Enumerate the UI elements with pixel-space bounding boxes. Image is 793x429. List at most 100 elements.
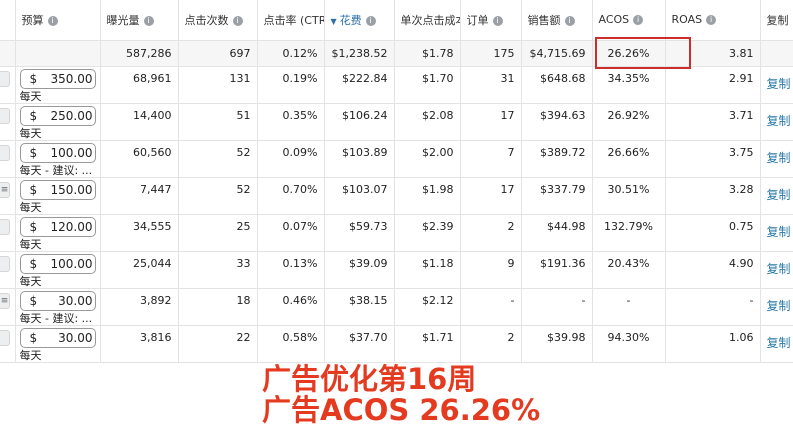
cell-spend: $103.89 (324, 140, 395, 178)
cell-cpc: $2.12 (394, 288, 461, 326)
budget-note: 每天 (19, 89, 42, 103)
budget-note: 每天 (19, 126, 42, 140)
cell-ctr: 0.35% (257, 103, 325, 141)
header-clicks[interactable]: 点击次数 i (178, 0, 258, 41)
cell-cpc: $1.71 (394, 325, 461, 363)
budget-input[interactable]: $120.00 (19, 216, 96, 237)
menu-icon[interactable]: ≡ (0, 181, 10, 198)
header-row: 预算 i 曝光量 i 点击次数 i 点击率 (CTR ▼ 花费 i 单次点击成本 订单 i … (0, 0, 793, 41)
header-spend[interactable]: ▼ 花费 i (324, 0, 395, 41)
table-row: ≡ $30.00 每天 - 建议: ... 3,892 18 0.46% $38.15 $2.… (0, 288, 793, 326)
cell-orders: 31 (460, 66, 522, 104)
campaign-table: 预算 i 曝光量 i 点击次数 i 点击率 (CTR ▼ 花费 i 单次点击成本 订单 i … (0, 0, 793, 363)
total-cpc: $1.78 (394, 40, 461, 67)
row-toggle-button[interactable] (0, 218, 10, 235)
total-sales: $4,715.69 (521, 40, 593, 67)
copy-link[interactable]: 复制 (766, 298, 791, 313)
info-icon[interactable]: i (633, 15, 644, 26)
cell-acos: 34.35% (592, 66, 666, 104)
header-sales[interactable]: 销售额 i (521, 0, 593, 41)
cell-spend: $38.15 (324, 288, 395, 326)
currency-symbol: $ (29, 71, 38, 86)
cell-cpc: $2.00 (394, 140, 461, 178)
currency-symbol: $ (29, 145, 38, 160)
cell-impressions: 25,044 (100, 251, 179, 289)
copy-link[interactable]: 复制 (766, 261, 791, 276)
budget-input[interactable]: $100.00 (19, 253, 96, 274)
copy-link[interactable]: 复制 (766, 187, 791, 202)
cell-ctr: 0.07% (257, 214, 325, 252)
info-icon[interactable]: i (47, 15, 58, 26)
cell-cpc: $2.39 (394, 214, 461, 252)
info-icon[interactable]: i (492, 15, 503, 26)
cell-impressions: 60,560 (100, 140, 179, 178)
total-clicks: 697 (178, 40, 258, 67)
header-ctr[interactable]: 点击率 (CTR (257, 0, 325, 41)
copy-link[interactable]: 复制 (766, 113, 791, 128)
row-toggle-button[interactable] (0, 144, 10, 161)
header-cpc[interactable]: 单次点击成本 (394, 0, 461, 41)
budget-input[interactable]: $30.00 (19, 290, 96, 311)
cell-sales: $648.68 (521, 66, 593, 104)
table-row: $350.00 每天 68,961 131 0.19% $222.84 $1.70 31 $64… (0, 66, 793, 104)
header-budget[interactable]: 预算 i (15, 0, 101, 41)
header-copy: 复制 (760, 0, 793, 41)
totals-row: 587,286 697 0.12% $1,238.52 $1.78 175 $4… (0, 40, 793, 67)
row-toggle-button[interactable] (0, 107, 10, 124)
cell-sales: $39.98 (521, 325, 593, 363)
cell-acos: - (592, 288, 666, 326)
row-toggle-button[interactable] (0, 329, 10, 346)
copy-link[interactable]: 复制 (766, 224, 791, 239)
cell-cpc: $2.08 (394, 103, 461, 141)
budget-input[interactable]: $250.00 (19, 105, 96, 126)
info-icon[interactable]: i (365, 15, 376, 26)
overlay-line-2: 广告ACOS 26.26% (262, 393, 541, 427)
cell-sales: $337.79 (521, 177, 593, 215)
budget-input[interactable]: $350.00 (19, 68, 96, 89)
cell-spend: $59.73 (324, 214, 395, 252)
copy-link[interactable]: 复制 (766, 150, 791, 165)
cell-ctr: 0.19% (257, 66, 325, 104)
cell-orders: - (460, 288, 522, 326)
budget-input[interactable]: $30.00 (19, 327, 96, 348)
overlay-line-1: 广告优化第16周 (262, 362, 477, 396)
cell-roas: 2.91 (665, 66, 761, 104)
menu-icon[interactable]: ≡ (0, 292, 10, 309)
cell-impressions: 14,400 (100, 103, 179, 141)
header-orders[interactable]: 订单 i (460, 0, 522, 41)
cell-impressions: 3,816 (100, 325, 179, 363)
cell-roas: 3.75 (665, 140, 761, 178)
table-row: $250.00 每天 14,400 51 0.35% $106.24 $2.08 17 $394… (0, 103, 793, 141)
info-icon[interactable]: i (232, 15, 243, 26)
total-spend: $1,238.52 (324, 40, 395, 67)
cell-acos: 26.66% (592, 140, 666, 178)
header-stub (0, 0, 16, 41)
currency-symbol: $ (29, 293, 38, 308)
cell-acos: 94.30% (592, 325, 666, 363)
cell-sales: - (521, 288, 593, 326)
row-toggle-button[interactable] (0, 70, 10, 87)
info-icon[interactable]: i (564, 15, 575, 26)
header-roas[interactable]: ROAS i (665, 0, 761, 41)
header-acos[interactable]: ACOS i (592, 0, 666, 41)
copy-link[interactable]: 复制 (766, 76, 791, 91)
sort-desc-icon: ▼ (330, 16, 337, 26)
copy-link[interactable]: 复制 (766, 335, 791, 350)
total-acos: 26.26% (592, 40, 666, 67)
info-icon[interactable]: i (143, 15, 154, 26)
cell-orders: 9 (460, 251, 522, 289)
budget-note: 每天 (19, 200, 42, 214)
header-impressions[interactable]: 曝光量 i (100, 0, 179, 41)
table-row: $120.00 每天 34,555 25 0.07% $59.73 $2.39 2 $44.98… (0, 214, 793, 252)
budget-input[interactable]: $150.00 (19, 179, 96, 200)
cell-clicks: 52 (178, 177, 258, 215)
cell-orders: 17 (460, 177, 522, 215)
info-icon[interactable]: i (706, 15, 717, 26)
table-row: ≡ $150.00 每天 7,447 52 0.70% $103.07 $1.98 17 $337… (0, 177, 793, 215)
budget-input[interactable]: $100.00 (19, 142, 96, 163)
currency-symbol: $ (29, 256, 38, 271)
row-toggle-button[interactable] (0, 255, 10, 272)
budget-note: 每天 (19, 237, 42, 251)
cell-clicks: 22 (178, 325, 258, 363)
total-impressions: 587,286 (100, 40, 179, 67)
